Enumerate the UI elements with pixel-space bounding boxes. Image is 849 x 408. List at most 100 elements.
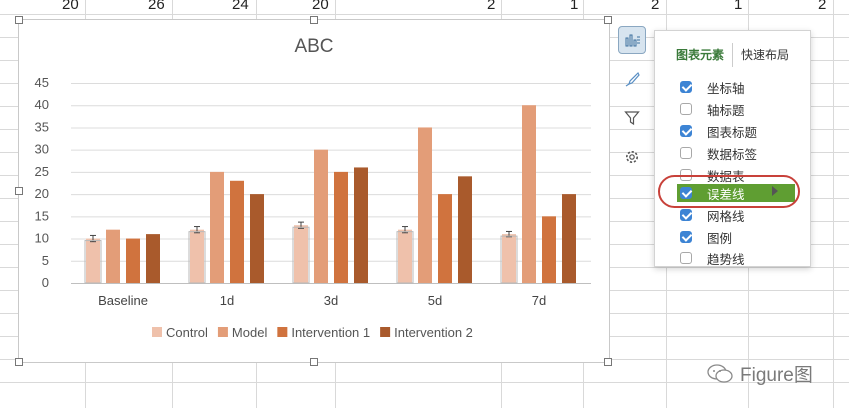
resize-handle[interactable]: [310, 16, 318, 24]
filter-icon: [624, 111, 640, 126]
brush-icon: [625, 71, 640, 87]
resize-handle[interactable]: [604, 358, 612, 366]
x-tick-label: 7d: [532, 293, 546, 308]
legend-label: Intervention 2: [394, 325, 473, 340]
legend-swatch: [380, 327, 391, 337]
checkbox[interactable]: [680, 209, 692, 221]
bar: [250, 194, 264, 283]
cell-value[interactable]: 1: [570, 0, 579, 13]
chart-elements-panel: 图表元素 快速布局 坐标轴 轴标题 图表标题 数据标签 数据表 误差线 网格线 图例 趋势线: [654, 30, 811, 267]
resize-handle[interactable]: [15, 187, 23, 195]
chart-element-label: 数据标签: [707, 147, 758, 162]
bar: [398, 229, 412, 283]
bar: [458, 176, 472, 283]
chart-element-label: 趋势线: [707, 252, 745, 267]
tab-chart-elements[interactable]: 图表元素: [676, 48, 725, 62]
chart-element-item[interactable]: 数据标签: [680, 144, 805, 162]
legend-swatch: [217, 327, 228, 337]
bar: [126, 238, 140, 283]
x-tick-label: 1d: [220, 293, 234, 308]
checkbox[interactable]: [680, 125, 692, 137]
legend-swatch: [152, 327, 162, 337]
resize-handle[interactable]: [15, 16, 23, 24]
x-tick-label: 3d: [324, 293, 338, 308]
selected-bar-outline: [84, 240, 102, 284]
y-tick-label: 0: [42, 275, 49, 290]
cell-value[interactable]: 2: [487, 0, 496, 13]
y-tick-label: 20: [35, 186, 49, 201]
tab-divider: [732, 43, 733, 67]
bar: [438, 194, 452, 283]
resize-handle[interactable]: [604, 16, 612, 24]
bar: [146, 234, 160, 283]
chart-element-label: 图例: [707, 231, 733, 246]
cell-value[interactable]: 2: [651, 0, 660, 13]
chart-element-item[interactable]: 趋势线: [680, 249, 805, 267]
chart-element-item[interactable]: 网格线: [680, 206, 805, 224]
chart-element-label: 轴标题: [707, 103, 745, 118]
panel-tabs: 图表元素 快速布局: [655, 31, 812, 77]
watermark: Figure图: [706, 360, 813, 387]
expand-arrow-icon[interactable]: [772, 186, 778, 196]
y-tick-label: 15: [35, 208, 49, 223]
legend-swatch: [277, 327, 288, 337]
chart-filters-button[interactable]: [618, 104, 646, 132]
selected-bar-outline: [500, 235, 518, 284]
legend-label: Model: [232, 325, 268, 340]
bar: [190, 229, 204, 283]
chart-element-item[interactable]: 图例: [680, 228, 805, 246]
bar: [86, 238, 100, 283]
chart-area[interactable]: 0 5 10 15 20 25 30 35 40 45 Baseline 1d 3d 5d 7d Contro…: [18, 19, 610, 363]
bar: [502, 234, 516, 283]
x-tick-label: 5d: [428, 293, 442, 308]
bar: [334, 171, 348, 283]
chart-element-item[interactable]: 图表标题: [680, 122, 805, 140]
selected-bar-outline: [396, 231, 414, 284]
x-tick-label: Baseline: [98, 293, 148, 308]
cell-value[interactable]: 26: [148, 0, 165, 13]
bar: [522, 105, 536, 283]
tab-quick-layout[interactable]: 快速布局: [741, 48, 790, 62]
selected-bar-outline: [292, 226, 310, 284]
bar: [210, 171, 224, 283]
y-tick-label: 35: [35, 119, 49, 134]
chart-title[interactable]: ABC: [294, 36, 334, 57]
cell-value[interactable]: 1: [734, 0, 743, 13]
checkbox[interactable]: [680, 187, 692, 199]
chart-element-item[interactable]: 误差线: [677, 184, 795, 202]
bar: [354, 167, 368, 283]
gear-icon: [626, 151, 638, 163]
cell-value[interactable]: 2: [818, 0, 827, 13]
legend-label: Control: [166, 325, 208, 340]
bar: [314, 149, 328, 283]
checkbox[interactable]: [680, 103, 692, 115]
chart-elements-icon: [625, 34, 640, 47]
checkbox[interactable]: [680, 147, 692, 159]
checkbox[interactable]: [680, 81, 692, 93]
chart-element-label: 网格线: [707, 209, 745, 224]
bar-chart: 0 5 10 15 20 25 30 35 40 45 Baseline 1d 3d 5d 7d Contro…: [35, 75, 591, 340]
y-tick-label: 45: [35, 75, 49, 90]
cell-value[interactable]: 20: [312, 0, 329, 13]
chart-element-item[interactable]: 轴标题: [680, 100, 805, 118]
cell-value[interactable]: 20: [62, 0, 79, 13]
chart-settings-button[interactable]: [618, 143, 646, 171]
checkbox[interactable]: [680, 231, 692, 243]
highlight-annotation: [658, 175, 800, 208]
chart-element-label: 图表标题: [707, 125, 758, 140]
chart-element-item[interactable]: 坐标轴: [680, 78, 805, 96]
y-tick-label: 10: [35, 231, 49, 246]
sheet-top-row: 20 26 24 20 2 1 2 1 2: [0, 0, 849, 14]
y-tick-label: 5: [42, 253, 49, 268]
chart-elements-button[interactable]: [618, 26, 646, 54]
bar: [230, 180, 244, 283]
y-tick-label: 30: [35, 142, 49, 157]
cell-value[interactable]: 24: [232, 0, 249, 13]
chart-styles-button[interactable]: [618, 65, 646, 93]
y-tick-label: 25: [35, 164, 49, 179]
resize-handle[interactable]: [310, 358, 318, 366]
resize-handle[interactable]: [15, 358, 23, 366]
bar: [418, 127, 432, 283]
watermark-text: Figure图: [740, 365, 813, 386]
checkbox[interactable]: [680, 252, 692, 264]
